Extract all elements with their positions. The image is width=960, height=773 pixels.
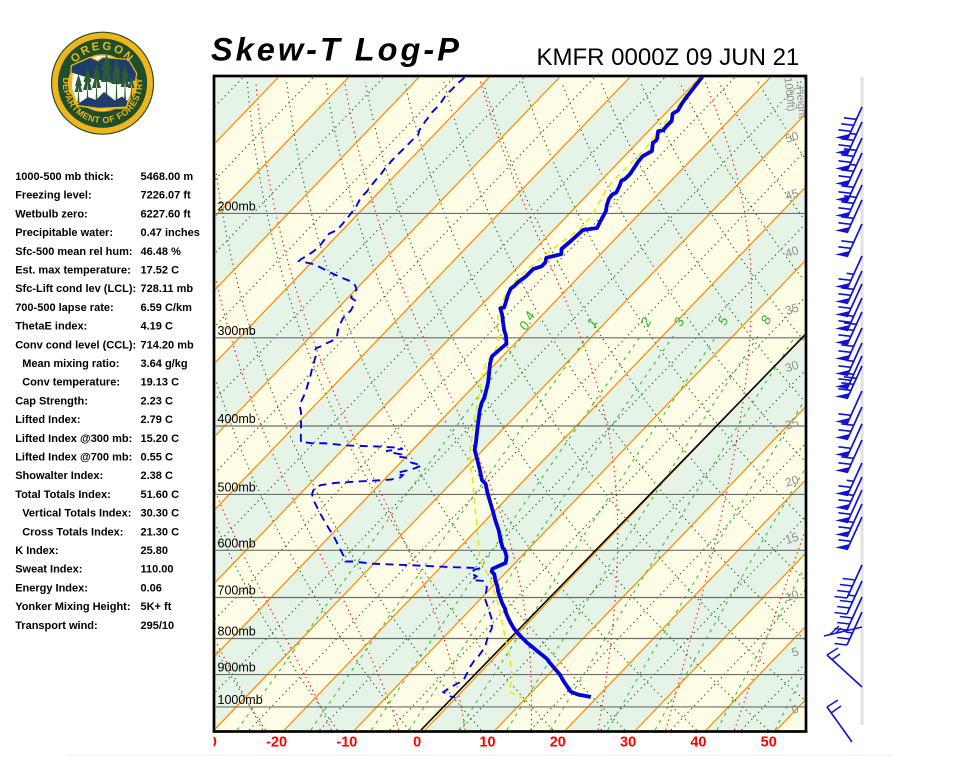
svg-text:17.52 C: 17.52 C <box>141 265 180 277</box>
svg-text:ThetaE index:: ThetaE index: <box>15 321 87 333</box>
svg-text:1000-500 mb thick:: 1000-500 mb thick: <box>15 171 113 183</box>
svg-text:5K+ ft: 5K+ ft <box>141 601 172 613</box>
svg-text:Sfc-500 mean rel hum:: Sfc-500 mean rel hum: <box>15 246 132 258</box>
svg-text:5468.00 m: 5468.00 m <box>141 171 194 183</box>
svg-text:110.00: 110.00 <box>141 564 174 576</box>
svg-text:728.11 mb: 728.11 mb <box>141 283 194 295</box>
svg-text:Lifted Index @300 mb:: Lifted Index @300 mb: <box>15 433 132 445</box>
svg-text:15.20 C: 15.20 C <box>141 433 180 445</box>
svg-text:2.38 C: 2.38 C <box>141 470 173 482</box>
svg-text:Showalter Index:: Showalter Index: <box>15 470 103 482</box>
svg-text:714.20 mb: 714.20 mb <box>141 339 194 351</box>
svg-text:50: 50 <box>761 735 777 751</box>
svg-text:25.80: 25.80 <box>141 545 169 557</box>
svg-text:400mb: 400mb <box>218 412 256 426</box>
svg-text:Skew-T Log-P: Skew-T Log-P <box>211 32 462 68</box>
svg-text:Sweat Index:: Sweat Index: <box>15 564 82 576</box>
svg-text:600mb: 600mb <box>218 536 256 550</box>
svg-text:40: 40 <box>690 735 706 751</box>
svg-text:4.19 C: 4.19 C <box>141 321 173 333</box>
svg-text:Cap Strength:: Cap Strength: <box>15 395 88 407</box>
svg-text:Cross Totals Index:: Cross Totals Index: <box>22 526 123 538</box>
svg-text:Yonker Mixing Height:: Yonker Mixing Height: <box>15 601 130 613</box>
svg-text:1000mb: 1000mb <box>218 693 263 707</box>
svg-text:Conv cond level (CCL):: Conv cond level (CCL): <box>15 339 136 351</box>
svg-text:Vertical Totals Index:: Vertical Totals Index: <box>22 508 131 520</box>
svg-text:700mb: 700mb <box>218 584 256 598</box>
svg-text:900mb: 900mb <box>218 661 256 675</box>
svg-text:3.64 g/kg: 3.64 g/kg <box>141 358 188 370</box>
svg-text:Mean mixing ratio:: Mean mixing ratio: <box>22 358 119 370</box>
svg-text:10: 10 <box>479 735 495 751</box>
svg-text:-10: -10 <box>336 735 357 751</box>
svg-text:800mb: 800mb <box>218 625 256 639</box>
svg-text:Transport wind:: Transport wind: <box>15 620 98 632</box>
svg-text:Conv temperature:: Conv temperature: <box>22 377 120 389</box>
svg-text:KMFR 0000Z 09 JUN 21: KMFR 0000Z 09 JUN 21 <box>537 44 800 71</box>
svg-text:0: 0 <box>413 735 421 751</box>
svg-text:Sfc-Lift cond lev (LCL):: Sfc-Lift cond lev (LCL): <box>15 283 136 295</box>
svg-text:19.13 C: 19.13 C <box>141 377 180 389</box>
svg-text:300mb: 300mb <box>218 324 256 338</box>
svg-text:2.79 C: 2.79 C <box>141 414 173 426</box>
svg-text:21.30 C: 21.30 C <box>141 526 180 538</box>
svg-text:0.55 C: 0.55 C <box>141 452 173 464</box>
svg-text:Lifted Index:: Lifted Index: <box>15 414 80 426</box>
svg-text:30: 30 <box>620 735 636 751</box>
svg-text:Est. max temperature:: Est. max temperature: <box>15 265 131 277</box>
svg-text:0.47 inches: 0.47 inches <box>141 227 200 239</box>
svg-text:7226.07 ft: 7226.07 ft <box>141 190 191 202</box>
svg-text:K Index:: K Index: <box>15 545 58 557</box>
svg-text:200mb: 200mb <box>218 199 256 213</box>
svg-text:51.60 C: 51.60 C <box>141 489 180 501</box>
svg-text:30.30 C: 30.30 C <box>141 508 180 520</box>
svg-text:Wetbulb zero:: Wetbulb zero: <box>15 208 88 220</box>
svg-text:700-500 lapse rate:: 700-500 lapse rate: <box>15 302 113 314</box>
svg-text:0.06: 0.06 <box>141 582 162 594</box>
svg-text:6227.60 ft: 6227.60 ft <box>141 208 191 220</box>
svg-text:Precipitable water:: Precipitable water: <box>15 227 113 239</box>
svg-text:2.23 C: 2.23 C <box>141 395 173 407</box>
svg-text:-20: -20 <box>266 735 287 751</box>
svg-text:Total Totals Index:: Total Totals Index: <box>15 489 111 501</box>
svg-text:Energy Index:: Energy Index: <box>15 582 88 594</box>
svg-text:Lifted Index @700 mb:: Lifted Index @700 mb: <box>15 452 132 464</box>
svg-text:6.59 C/km: 6.59 C/km <box>141 302 193 314</box>
svg-text:46.48 %: 46.48 % <box>141 246 182 258</box>
svg-text:500mb: 500mb <box>218 480 256 494</box>
svg-text:20: 20 <box>550 735 566 751</box>
svg-text:295/10: 295/10 <box>141 620 175 632</box>
svg-text:Freezing level:: Freezing level: <box>15 190 91 202</box>
